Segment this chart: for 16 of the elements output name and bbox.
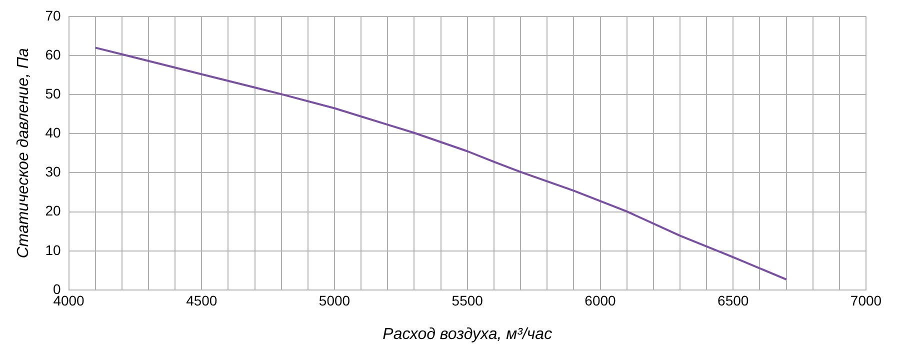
y-axis-title: Статическое давление, Па	[15, 48, 32, 258]
y-tick-label: 20	[45, 202, 61, 219]
y-tick-label: 40	[45, 124, 61, 141]
y-tick-label: 10	[45, 242, 61, 258]
y-tick-label: 60	[45, 46, 61, 62]
x-tick-label: 6500	[718, 292, 749, 308]
x-tick-label: 5000	[318, 292, 350, 308]
x-tick-label: 7000	[850, 292, 882, 308]
x-axis-title: Расход воздуха, м³/час	[382, 326, 552, 343]
y-tick-label: 30	[45, 164, 61, 180]
x-tick-label: 6000	[584, 292, 616, 308]
x-tick-label: 4500	[186, 292, 218, 308]
y-tick-label: 70	[45, 7, 61, 24]
y-tick-label: 50	[45, 85, 61, 102]
x-tick-label: 5500	[452, 292, 484, 308]
y-tick-label: 0	[52, 280, 61, 297]
